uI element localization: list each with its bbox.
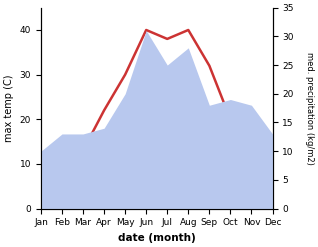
- X-axis label: date (month): date (month): [118, 233, 196, 243]
- Y-axis label: med. precipitation (kg/m2): med. precipitation (kg/m2): [305, 52, 314, 165]
- Y-axis label: max temp (C): max temp (C): [4, 74, 14, 142]
